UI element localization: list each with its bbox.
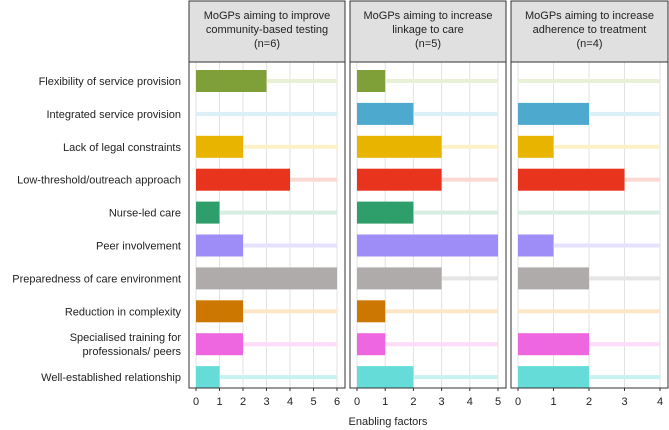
bar	[357, 168, 442, 191]
category-label: professionals/ peers	[83, 346, 182, 358]
bar-track	[357, 309, 498, 314]
category-label: Integrated service provision	[46, 109, 181, 121]
bar-track	[196, 342, 337, 347]
bar	[196, 366, 220, 389]
x-tick-label: 4	[467, 396, 473, 408]
facet-panel: MoGPs aiming to increase linkage to care (…	[349, 0, 507, 408]
bar	[518, 234, 554, 257]
bar	[196, 333, 243, 356]
bar	[357, 201, 414, 224]
x-tick-label: 4	[657, 396, 663, 408]
category-label: Low-threshold/outreach approach	[17, 175, 181, 187]
x-tick-label: 3	[439, 396, 445, 408]
bar-track	[196, 309, 337, 314]
x-tick-label: 3	[263, 396, 269, 408]
facet-title: (n=4)	[577, 38, 603, 50]
category-label: Specialised training for	[70, 332, 182, 344]
category-label: Lack of legal constraints	[63, 142, 182, 154]
facet-panel: MoGPs aiming to improve community-based t…	[188, 0, 346, 408]
facet-title: MoGPs aiming to improve	[204, 10, 331, 22]
bar	[357, 135, 442, 158]
facet-header	[188, 0, 346, 63]
bar	[518, 168, 625, 191]
facet-title: (n=6)	[254, 38, 280, 50]
facet-title: MoGPs aiming to increase	[364, 10, 493, 22]
bar-track	[357, 79, 498, 83]
bar	[196, 300, 243, 323]
bar-track	[518, 144, 660, 149]
bar-track	[196, 210, 337, 215]
facet-border	[349, 61, 507, 389]
x-tick-label: 1	[216, 396, 222, 408]
bar-track	[357, 210, 498, 215]
facet-border	[510, 61, 669, 389]
bar-track	[357, 111, 498, 116]
bar	[196, 234, 243, 257]
bar-track	[518, 309, 660, 314]
x-tick-label: 5	[495, 396, 501, 408]
x-tick-label: 5	[310, 396, 316, 408]
bar	[357, 267, 442, 290]
bar	[357, 70, 386, 92]
bar	[196, 168, 290, 191]
bar-track	[518, 79, 660, 83]
x-tick-label: 3	[621, 396, 627, 408]
bar-track	[196, 375, 337, 380]
bar	[357, 366, 414, 389]
bar	[518, 333, 589, 356]
facet-title: MoGPs aiming to increase	[525, 10, 654, 22]
facet-header	[510, 0, 669, 63]
x-tick-label: 0	[193, 396, 199, 408]
bar	[196, 201, 220, 224]
category-label: Preparedness of care environment	[12, 273, 181, 285]
facet-title: community-based testing	[206, 24, 328, 36]
bar	[518, 102, 589, 125]
facet-header	[349, 0, 507, 63]
bar	[357, 300, 386, 323]
x-tick-label: 6	[334, 396, 340, 408]
bar-track	[357, 342, 498, 347]
bar-track	[518, 210, 660, 215]
bar	[196, 135, 243, 158]
facet-border	[188, 61, 346, 389]
x-axis-label: Enabling factors	[349, 416, 428, 428]
x-tick-label: 1	[550, 396, 556, 408]
x-tick-label: 1	[382, 396, 388, 408]
bar	[518, 135, 554, 158]
category-label: Flexibility of service provision	[39, 76, 181, 88]
bar	[196, 267, 337, 290]
category-label: Nurse-led care	[109, 208, 181, 220]
bar	[518, 366, 589, 389]
bar	[357, 234, 498, 257]
x-tick-label: 2	[410, 396, 416, 408]
category-label: Reduction in complexity	[65, 306, 182, 318]
bar	[357, 333, 386, 356]
bar	[357, 102, 414, 125]
bar-track	[518, 243, 660, 248]
bar-track	[196, 144, 337, 149]
x-tick-label: 4	[287, 396, 293, 408]
facet-panel: MoGPs aiming to increase adherence to tre…	[510, 0, 669, 408]
bar-track	[196, 111, 337, 116]
facet-title: adherence to treatment	[533, 24, 647, 36]
x-tick-label: 0	[354, 396, 360, 408]
facet-title: linkage to care	[392, 24, 464, 36]
x-tick-label: 0	[515, 396, 521, 408]
x-tick-label: 2	[586, 396, 592, 408]
bar	[196, 70, 267, 92]
category-label: Peer involvement	[96, 241, 181, 253]
bar-track	[196, 243, 337, 248]
bar-track	[357, 375, 498, 380]
x-tick-label: 2	[240, 396, 246, 408]
bar	[518, 267, 589, 290]
category-label: Well-established relationship	[41, 372, 181, 384]
facet-title: (n=5)	[415, 38, 441, 50]
